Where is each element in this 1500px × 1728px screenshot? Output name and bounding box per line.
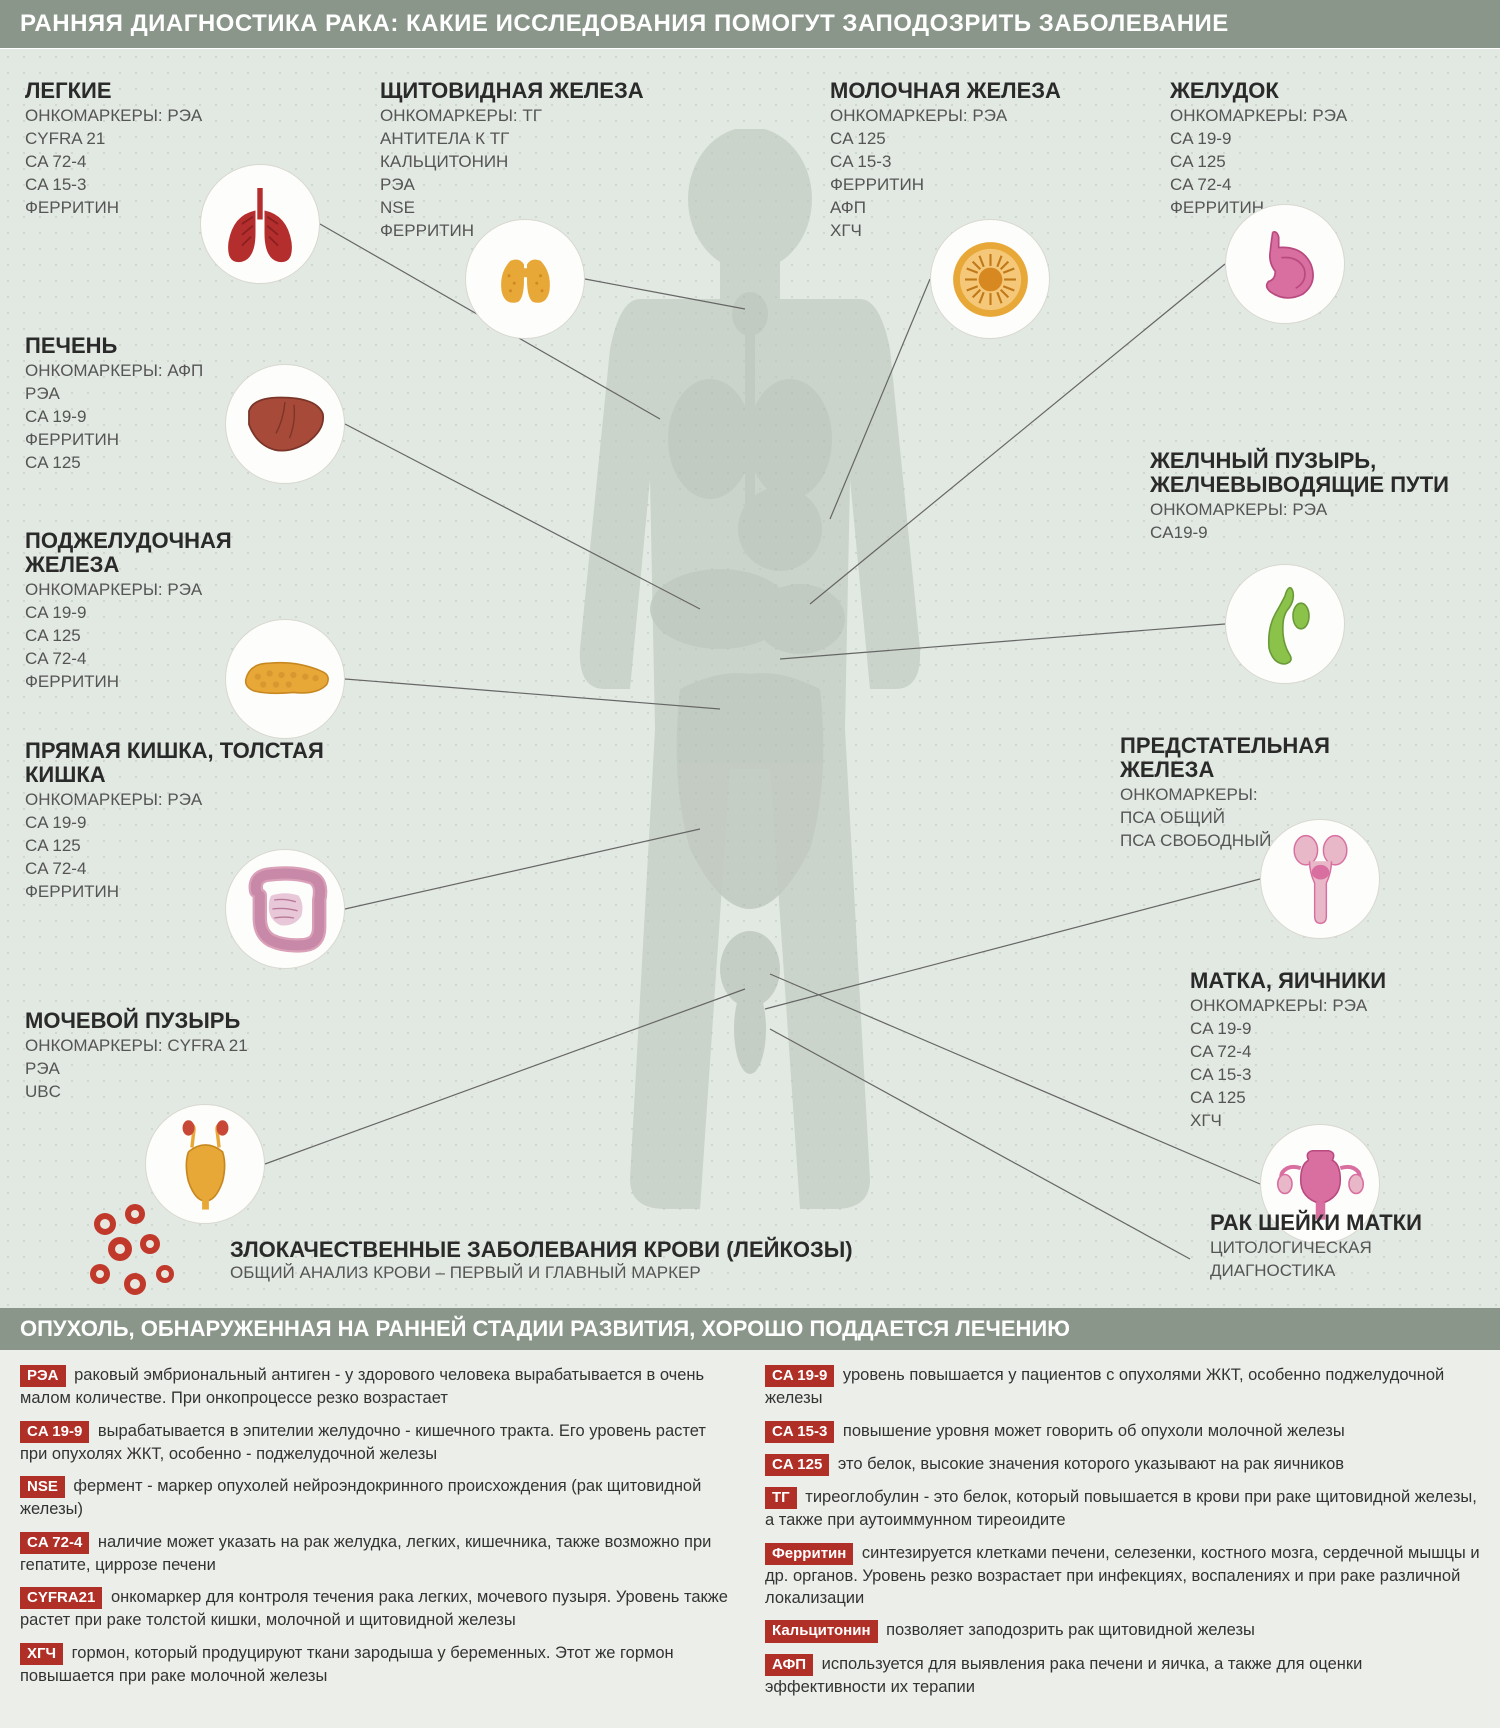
organ-title-breast: МОЛОЧНАЯ ЖЕЛЕЗА	[830, 79, 1130, 103]
legend-text-right-6: используется для выявления рака печени и…	[765, 1655, 1362, 1696]
organ-block-gallbladder: ЖЕЛЧНЫЙ ПУЗЫРЬ, ЖЕЛЧЕВЫВОДЯЩИЕ ПУТИОНКОМ…	[1150, 449, 1450, 545]
organ-block-bladder: МОЧЕВОЙ ПУЗЫРЬОНКОМАРКЕРЫ: CYFRA 21 РЭА …	[25, 1009, 325, 1104]
colon-icon	[225, 849, 345, 969]
gallbladder-icon	[1225, 564, 1345, 684]
legend-text-left-5: гормон, который продуцируют ткани зароды…	[20, 1644, 674, 1685]
legend-text-right-2: это белок, высокие значения которого ука…	[833, 1455, 1344, 1473]
legend-tag-right-2: CA 125	[765, 1454, 829, 1476]
legend-tag-right-3: ТГ	[765, 1487, 797, 1509]
legend-tag-left-4: CYFRA21	[20, 1587, 102, 1609]
organ-title-liver: ПЕЧЕНЬ	[25, 334, 325, 358]
organ-title-prostate: ПРЕДСТАТЕЛЬНАЯ ЖЕЛЕЗА	[1120, 734, 1420, 782]
legend-tag-right-0: CA 19-9	[765, 1365, 834, 1387]
organ-block-uterus: МАТКА, ЯИЧНИКИОНКОМАРКЕРЫ: РЭА CA 19-9 C…	[1190, 969, 1490, 1133]
legend-row-left-5: ХГЧ гормон, который продуцируют ткани за…	[20, 1642, 735, 1688]
organ-title-thyroid: ЩИТОВИДНАЯ ЖЕЛЕЗА	[380, 79, 680, 103]
organ-block-breast: МОЛОЧНАЯ ЖЕЛЕЗАОНКОМАРКЕРЫ: РЭА CA 125 C…	[830, 79, 1130, 243]
cervix-title: РАК ШЕЙКИ МАТКИ	[1210, 1211, 1470, 1235]
legend-text-right-0: уровень повышается у пациентов с опухоля…	[765, 1366, 1444, 1407]
diagram-area: ЛЕГКИЕОНКОМАРКЕРЫ: РЭА CYFRA 21 CA 72-4 …	[0, 48, 1500, 1308]
legend-text-left-1: вырабатывается в эпителии желудочно - ки…	[20, 1422, 706, 1463]
organ-block-prostate: ПРЕДСТАТЕЛЬНАЯ ЖЕЛЕЗАОНКОМАРКЕРЫ: ПСА ОБ…	[1120, 734, 1420, 853]
legend-text-right-4: синтезируется клетками печени, селезенки…	[765, 1544, 1480, 1608]
sub-header: ОПУХОЛЬ, ОБНАРУЖЕННАЯ НА РАННЕЙ СТАДИИ Р…	[0, 1308, 1500, 1350]
legend-row-right-3: ТГ тиреоглобулин - это белок, который по…	[765, 1486, 1480, 1532]
organ-block-stomach: ЖЕЛУДОКОНКОМАРКЕРЫ: РЭА CA 19-9 CA 125 C…	[1170, 79, 1470, 220]
legend-right-column: CA 19-9 уровень повышается у пациентов с…	[765, 1364, 1480, 1708]
body-silhouette-icon	[520, 129, 980, 1229]
legend-row-right-5: Кальцитонин позволяет заподозрить рак щи…	[765, 1619, 1480, 1642]
organ-title-gallbladder: ЖЕЛЧНЫЙ ПУЗЫРЬ, ЖЕЛЧЕВЫВОДЯЩИЕ ПУТИ	[1150, 449, 1450, 497]
prostate-icon	[1260, 819, 1380, 939]
organ-markers-bladder: ОНКОМАРКЕРЫ: CYFRA 21 РЭА UBC	[25, 1035, 325, 1104]
leukemia-title: ЗЛОКАЧЕСТВЕННЫЕ ЗАБОЛЕВАНИЯ КРОВИ (ЛЕЙКО…	[230, 1237, 853, 1263]
organ-title-colon: ПРЯМАЯ КИШКА, ТОЛСТАЯ КИШКА	[25, 739, 325, 787]
blood-cells-icon	[80, 1189, 200, 1309]
legend-tag-right-5: Кальцитонин	[765, 1620, 878, 1642]
legend-row-right-2: CA 125 это белок, высокие значения котор…	[765, 1453, 1480, 1476]
cervix-block: РАК ШЕЙКИ МАТКИ ЦИТОЛОГИЧЕСКАЯ ДИАГНОСТИ…	[1210, 1211, 1470, 1283]
legend-text-left-2: фермент - маркер опухолей нейроэндокринн…	[20, 1477, 701, 1518]
organ-markers-gallbladder: ОНКОМАРКЕРЫ: РЭА CA19-9	[1150, 499, 1450, 545]
legend-row-left-2: NSE фермент - маркер опухолей нейроэндок…	[20, 1475, 735, 1521]
thyroid-icon	[465, 219, 585, 339]
organ-title-uterus: МАТКА, ЯИЧНИКИ	[1190, 969, 1490, 993]
legend-row-right-1: CA 15-3 повышение уровня может говорить …	[765, 1420, 1480, 1443]
cervix-sub: ЦИТОЛОГИЧЕСКАЯ ДИАГНОСТИКА	[1210, 1237, 1470, 1283]
legend-area: РЭА раковый эмбриональный антиген - у зд…	[0, 1350, 1500, 1728]
liver-icon	[225, 364, 345, 484]
legend-left-column: РЭА раковый эмбриональный антиген - у зд…	[20, 1364, 735, 1708]
legend-tag-left-2: NSE	[20, 1476, 65, 1498]
legend-text-left-0: раковый эмбриональный антиген - у здоров…	[20, 1366, 704, 1407]
leukemia-block: ЗЛОКАЧЕСТВЕННЫЕ ЗАБОЛЕВАНИЯ КРОВИ (ЛЕЙКО…	[230, 1237, 853, 1283]
legend-tag-left-0: РЭА	[20, 1365, 66, 1387]
organ-title-pancreas: ПОДЖЕЛУДОЧНАЯ ЖЕЛЕЗА	[25, 529, 325, 577]
main-header: РАННЯЯ ДИАГНОСТИКА РАКА: КАКИЕ ИССЛЕДОВА…	[0, 0, 1500, 48]
legend-row-right-4: Ферритин синтезируется клетками печени, …	[765, 1542, 1480, 1610]
legend-row-left-4: CYFRA21 онкомаркер для контроля течения …	[20, 1586, 735, 1632]
legend-row-left-1: CA 19-9 вырабатывается в эпителии желудо…	[20, 1420, 735, 1466]
stomach-icon	[1225, 204, 1345, 324]
organ-markers-uterus: ОНКОМАРКЕРЫ: РЭА CA 19-9 CA 72-4 CA 15-3…	[1190, 995, 1490, 1133]
legend-text-left-3: наличие может указать на рак желудка, ле…	[20, 1533, 711, 1574]
organ-markers-stomach: ОНКОМАРКЕРЫ: РЭА CA 19-9 CA 125 CA 72-4 …	[1170, 105, 1470, 220]
legend-row-left-3: CA 72-4 наличие может указать на рак жел…	[20, 1531, 735, 1577]
legend-tag-right-4: Ферритин	[765, 1543, 853, 1565]
legend-text-right-1: повышение уровня может говорить об опухо…	[838, 1422, 1344, 1440]
breast-icon	[930, 219, 1050, 339]
legend-text-right-3: тиреоглобулин - это белок, который повыш…	[765, 1488, 1477, 1529]
legend-row-right-6: АФП используется для выявления рака пече…	[765, 1653, 1480, 1699]
legend-row-right-0: CA 19-9 уровень повышается у пациентов с…	[765, 1364, 1480, 1410]
leukemia-subtitle: ОБЩИЙ АНАЛИЗ КРОВИ – ПЕРВЫЙ И ГЛАВНЫЙ МА…	[230, 1263, 853, 1283]
organ-title-bladder: МОЧЕВОЙ ПУЗЫРЬ	[25, 1009, 325, 1033]
legend-tag-left-3: CA 72-4	[20, 1532, 89, 1554]
pancreas-icon	[225, 619, 345, 739]
legend-text-left-4: онкомаркер для контроля течения рака лег…	[20, 1588, 728, 1629]
organ-title-stomach: ЖЕЛУДОК	[1170, 79, 1470, 103]
legend-tag-left-5: ХГЧ	[20, 1643, 63, 1665]
organ-markers-prostate: ОНКОМАРКЕРЫ: ПСА ОБЩИЙ ПСА СВОБОДНЫЙ	[1120, 784, 1420, 853]
lungs-icon	[200, 164, 320, 284]
legend-tag-left-1: CA 19-9	[20, 1421, 89, 1443]
legend-tag-right-6: АФП	[765, 1654, 813, 1676]
legend-row-left-0: РЭА раковый эмбриональный антиген - у зд…	[20, 1364, 735, 1410]
legend-tag-right-1: CA 15-3	[765, 1421, 834, 1443]
legend-text-right-5: позволяет заподозрить рак щитовидной жел…	[882, 1621, 1255, 1639]
organ-title-lungs: ЛЕГКИЕ	[25, 79, 325, 103]
